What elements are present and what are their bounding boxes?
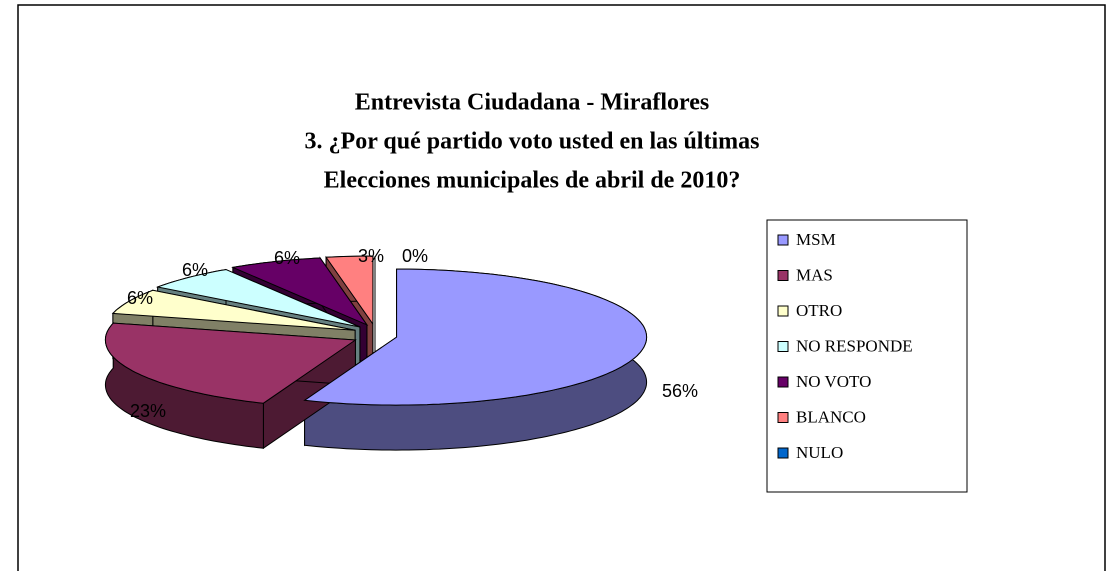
slice <box>155 269 361 328</box>
data-label: 0% <box>402 246 428 266</box>
slice <box>111 289 356 331</box>
data-label: 6% <box>182 260 208 280</box>
legend-label: MAS <box>796 265 833 284</box>
chart-title: Elecciones municipales de abril de 2010? <box>324 168 741 194</box>
legend-label: NO RESPONDE <box>796 336 913 355</box>
legend-swatch <box>777 376 789 388</box>
data-label: 23% <box>130 401 166 421</box>
legend-label: NULO <box>796 443 843 462</box>
slice <box>231 257 369 326</box>
data-label: 6% <box>127 288 153 308</box>
chart-title: Entrevista Ciudadana - Miraflores <box>355 90 709 116</box>
legend-label: NO VOTO <box>796 372 871 391</box>
legend-swatch <box>777 412 789 423</box>
legend-swatch <box>777 341 789 352</box>
legend-swatch <box>777 270 789 281</box>
pie-tops <box>104 255 648 406</box>
chart-border <box>17 4 1106 571</box>
chart-title: 3. ¿Por qué partido voto usted en las úl… <box>305 129 760 155</box>
legend-swatch <box>777 447 789 459</box>
legend-label: MSM <box>796 230 836 249</box>
data-label: 56% <box>662 381 698 401</box>
data-label: 3% <box>358 246 384 266</box>
legend-box <box>766 219 968 493</box>
data-label: 6% <box>274 248 300 268</box>
slice <box>104 322 357 404</box>
legend-swatch <box>777 234 789 246</box>
slice <box>325 255 374 326</box>
slice <box>303 268 648 406</box>
legend-label: OTRO <box>796 301 842 320</box>
legend-swatch <box>777 305 789 317</box>
legend-label: BLANCO <box>796 407 866 426</box>
